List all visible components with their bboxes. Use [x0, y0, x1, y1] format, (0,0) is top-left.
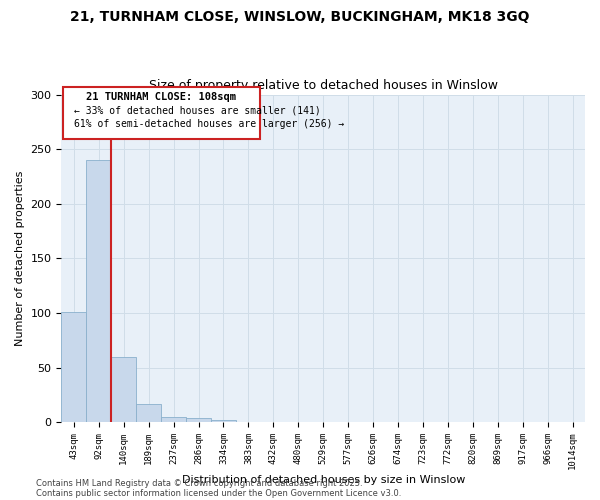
Bar: [186, 418, 211, 422]
Bar: [86, 160, 111, 422]
Text: Contains public sector information licensed under the Open Government Licence v3: Contains public sector information licen…: [36, 488, 401, 498]
FancyBboxPatch shape: [62, 87, 260, 140]
Bar: [111, 356, 136, 422]
Text: 61% of semi-detached houses are larger (256) →: 61% of semi-detached houses are larger (…: [74, 118, 344, 128]
Title: Size of property relative to detached houses in Winslow: Size of property relative to detached ho…: [149, 79, 498, 92]
Text: Contains HM Land Registry data © Crown copyright and database right 2025.: Contains HM Land Registry data © Crown c…: [36, 478, 362, 488]
Text: 21, TURNHAM CLOSE, WINSLOW, BUCKINGHAM, MK18 3GQ: 21, TURNHAM CLOSE, WINSLOW, BUCKINGHAM, …: [70, 10, 530, 24]
Text: ← 33% of detached houses are smaller (141): ← 33% of detached houses are smaller (14…: [74, 106, 320, 116]
Bar: [161, 416, 186, 422]
Bar: [61, 312, 86, 422]
Bar: [211, 420, 236, 422]
Text: 21 TURNHAM CLOSE: 108sqm: 21 TURNHAM CLOSE: 108sqm: [86, 92, 236, 102]
Bar: [136, 404, 161, 422]
X-axis label: Distribution of detached houses by size in Winslow: Distribution of detached houses by size …: [182, 475, 465, 485]
Y-axis label: Number of detached properties: Number of detached properties: [15, 170, 25, 346]
